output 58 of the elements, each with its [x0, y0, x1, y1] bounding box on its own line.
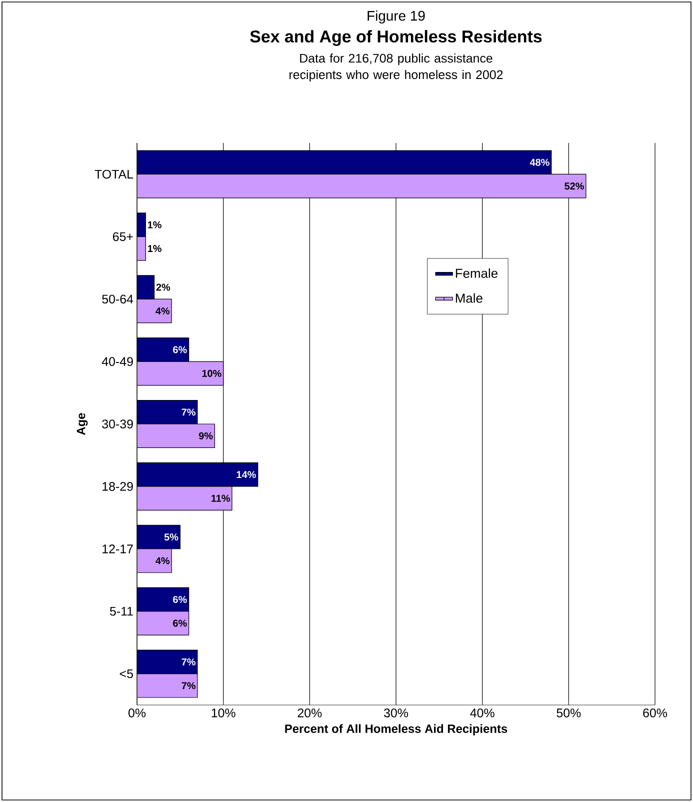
y-tick-label: TOTAL [94, 170, 134, 179]
data-label: 1% [148, 245, 162, 252]
data-label: 9% [198, 432, 213, 440]
x-tick-label: 50% [556, 708, 581, 718]
bar [137, 424, 216, 448]
y-tick-label: 40-49 [102, 357, 133, 366]
bar [137, 673, 198, 698]
data-label: 6% [173, 620, 187, 627]
y-tick-label: 65+ [112, 232, 133, 242]
data-label: 1% [148, 221, 162, 228]
y-tick-label: 18-29 [102, 482, 133, 491]
bar [137, 524, 180, 550]
bar [137, 236, 146, 260]
x-tick-label: 30% [384, 708, 408, 718]
y-tick-label: 5-11 [110, 606, 133, 616]
chart-title: Sex and Age of Homeless Residents [250, 30, 542, 46]
data-label: 5% [164, 534, 178, 541]
data-label: 4% [156, 557, 170, 564]
data-label: 48% [530, 158, 550, 166]
x-axis-title: Percent of All Homeless Aid Recipients [285, 724, 508, 736]
data-label: 7% [182, 408, 196, 416]
bar [137, 650, 198, 674]
bar [137, 361, 224, 386]
bar [137, 548, 172, 573]
x-tick-label: 20% [298, 708, 322, 718]
x-tick-label: 10% [212, 708, 236, 718]
y-tick-label: 12-17 [102, 544, 133, 554]
bar [137, 611, 190, 636]
bar [137, 462, 258, 487]
chart-subtitle: Data for 216,708 public assistance recipients who were homeless in 2002 [290, 54, 503, 82]
y-tick-label: 30-39 [102, 420, 133, 428]
y-tick-label: 50-64 [102, 294, 134, 304]
data-label: 4% [156, 307, 170, 314]
bar [137, 486, 232, 510]
data-label: 6% [173, 346, 187, 354]
data-label: 6% [173, 596, 187, 603]
data-label: 2% [156, 284, 170, 291]
bar [137, 400, 198, 424]
bar [137, 212, 146, 237]
legend-label: Female [456, 268, 498, 278]
bar [137, 587, 190, 612]
x-tick-label: 60% [643, 708, 668, 718]
caption: Figure 19 [368, 10, 425, 24]
data-label: 7% [182, 658, 196, 666]
x-tick-label: 40% [470, 708, 494, 718]
data-label: 11% [212, 494, 230, 502]
y-tick-label: <5 [120, 669, 133, 678]
data-label: 10% [202, 370, 222, 377]
bar [137, 150, 552, 175]
legend-label: Male [456, 293, 482, 303]
bar [137, 275, 155, 300]
x-tick-label: 0% [128, 708, 146, 718]
y-axis-title: Age [76, 413, 88, 435]
data-label: 7% [182, 682, 196, 690]
bar [137, 174, 586, 198]
data-label: 14% [236, 471, 256, 478]
data-label: 52% [564, 182, 584, 190]
bar [137, 338, 190, 362]
